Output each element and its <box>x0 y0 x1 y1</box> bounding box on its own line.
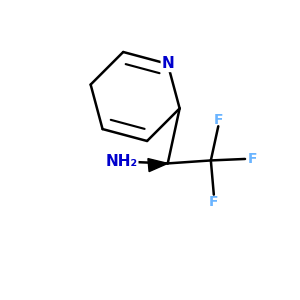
Text: F: F <box>248 152 257 166</box>
Text: N: N <box>161 56 174 71</box>
Polygon shape <box>148 159 168 172</box>
Text: NH₂: NH₂ <box>106 154 138 169</box>
Text: F: F <box>209 195 219 209</box>
Text: F: F <box>214 113 223 127</box>
